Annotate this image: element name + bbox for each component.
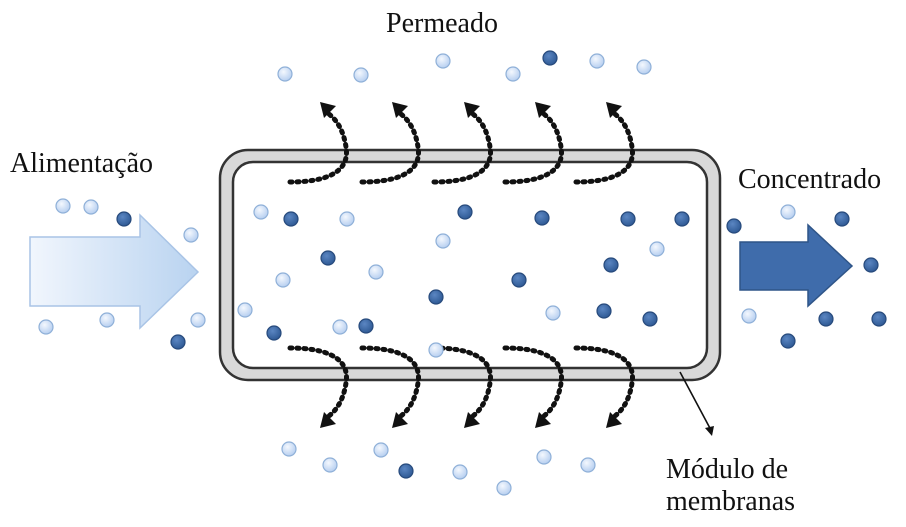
dark-particle [780, 333, 796, 349]
dark-particle [642, 311, 658, 327]
feed-arrow [29, 213, 200, 330]
feed-label: Alimentação [10, 148, 154, 179]
module-label-pointer [679, 371, 713, 433]
permeate-flow-arrowhead [606, 102, 622, 118]
light-particle [38, 319, 54, 335]
dark-particle [320, 250, 336, 266]
light-particle [99, 312, 115, 328]
concentrate-label: Concentrado [738, 164, 882, 195]
permeate-flow-arrowhead [464, 102, 480, 118]
particles [38, 50, 887, 496]
permeate-flow-arrow [573, 109, 635, 185]
dark-particle [266, 325, 282, 341]
permeate-flow-arrow [502, 345, 564, 421]
light-particle [589, 53, 605, 69]
light-particle [435, 53, 451, 69]
dark-particle [596, 303, 612, 319]
light-particle [339, 211, 355, 227]
dark-particle [534, 210, 550, 226]
permeate-flow-arrowhead [464, 412, 480, 428]
permeate-flow-arrowhead [320, 412, 336, 428]
light-particle [237, 302, 253, 318]
dark-particle [428, 289, 444, 305]
dark-particle [511, 272, 527, 288]
light-particle [332, 319, 348, 335]
permeate-flow-arrow [359, 345, 421, 421]
light-particle [780, 204, 796, 220]
module-label-pointer-head [705, 426, 714, 436]
light-particle [545, 305, 561, 321]
permeate-flow-arrow [573, 345, 635, 421]
permeate-flow-arrow [287, 345, 349, 421]
dark-particle [620, 211, 636, 227]
light-particle [428, 342, 444, 358]
membrane-module-interior [231, 160, 709, 370]
permeate-flow-arrow [431, 109, 493, 185]
permeate-flow-arrowhead [606, 412, 622, 428]
dark-particle [116, 211, 132, 227]
light-particle [741, 308, 757, 324]
light-particle [536, 449, 552, 465]
light-particle [435, 233, 451, 249]
permeate-flow-arrow [431, 345, 493, 421]
permeate-label: Permeado [386, 8, 498, 39]
light-particle [322, 457, 338, 473]
concentrate-arrow [739, 223, 854, 308]
module-label-line2: membranas [666, 486, 796, 517]
dark-particle [398, 463, 414, 479]
dark-particle [863, 257, 879, 273]
dark-particle [170, 334, 186, 350]
light-particle [368, 264, 384, 280]
permeate-flow-arrow [359, 109, 421, 185]
light-particle [649, 241, 665, 257]
light-particle [277, 66, 293, 82]
light-particle [83, 199, 99, 215]
light-particle [253, 204, 269, 220]
permeate-flow-arrowhead [392, 412, 408, 428]
dark-particle [457, 204, 473, 220]
light-particle [373, 442, 389, 458]
permeate-flow-arrowhead [320, 102, 336, 118]
light-particle [353, 67, 369, 83]
light-particle [281, 441, 297, 457]
dark-particle [358, 318, 374, 334]
light-particle [580, 457, 596, 473]
dark-particle [834, 211, 850, 227]
light-particle [275, 272, 291, 288]
permeate-flow-arrowhead [392, 102, 408, 118]
light-particle [190, 312, 206, 328]
module-label-line1: Módulo de [666, 454, 789, 485]
light-particle [55, 198, 71, 214]
dark-particle [603, 257, 619, 273]
dark-particle [674, 211, 690, 227]
light-particle [496, 480, 512, 496]
light-particle [636, 59, 652, 75]
dark-particle [542, 50, 558, 66]
dark-particle [726, 218, 742, 234]
permeate-flow-arrows-top [287, 102, 635, 185]
dark-particle [283, 211, 299, 227]
permeate-flow-arrowhead [535, 102, 551, 118]
permeate-flow-arrow [502, 109, 564, 185]
permeate-flow-arrow [287, 109, 349, 185]
dark-particle [818, 311, 834, 327]
light-particle [452, 464, 468, 480]
permeate-flow-arrows-bottom [287, 345, 635, 428]
permeate-flow-arrowhead [535, 412, 551, 428]
dark-particle [871, 311, 887, 327]
light-particle [505, 66, 521, 82]
light-particle [183, 227, 199, 243]
